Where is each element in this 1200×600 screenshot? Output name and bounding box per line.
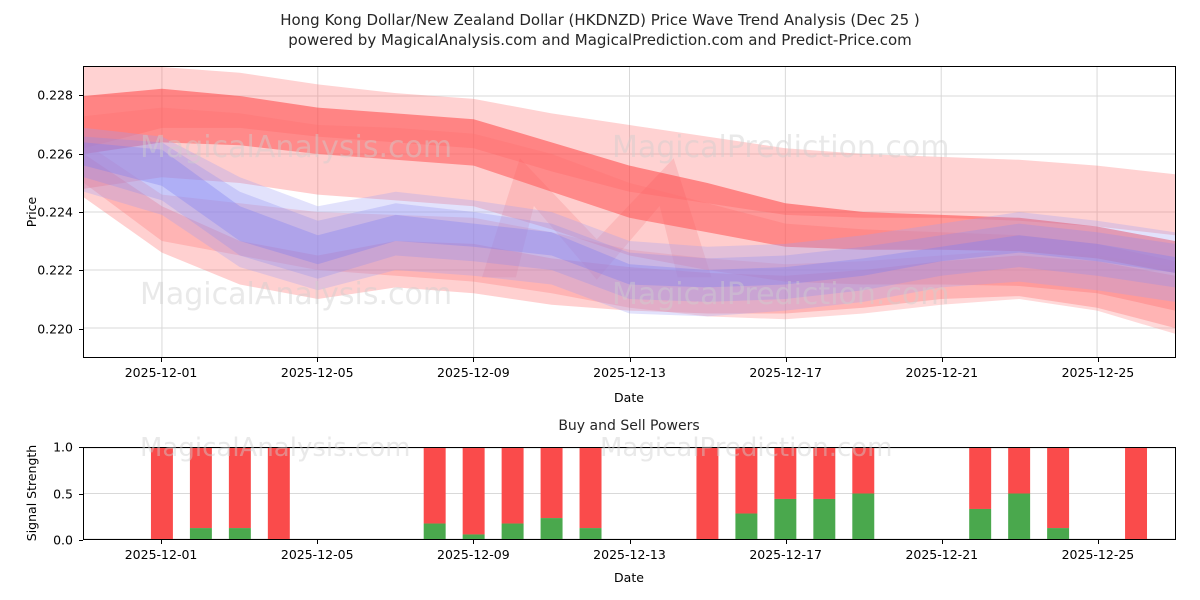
signal-xtick-mark — [161, 540, 163, 544]
signal-xaxis-label: Date — [614, 570, 644, 585]
price-xtick-mark — [1097, 358, 1099, 362]
sell-power-bar — [774, 448, 797, 499]
signal-xtick-mark — [1097, 540, 1099, 544]
price-chart-clip — [84, 67, 1175, 357]
sell-power-bar — [1047, 448, 1070, 529]
signal-chart-plot-area — [83, 447, 1176, 540]
buy-power-bar — [1047, 528, 1070, 539]
page-title: Hong Kong Dollar/New Zealand Dollar (HKD… — [280, 11, 920, 29]
wave-band-red-band-4 — [84, 142, 1175, 334]
buy-power-bar — [501, 523, 524, 539]
buy-power-bar — [462, 534, 485, 539]
sell-power-bar — [462, 448, 485, 535]
signal-ytick-mark — [79, 540, 83, 541]
price-ytick-label: 0.226 — [37, 146, 73, 162]
price-ytick-mark — [79, 153, 83, 155]
sell-power-bar — [813, 448, 836, 499]
signal-xtick-label: 2025-12-05 — [280, 547, 354, 562]
price-xtick-label: 2025-12-17 — [749, 365, 822, 380]
price-xtick-label: 2025-12-25 — [1061, 365, 1135, 380]
sell-power-bar — [579, 448, 602, 529]
buy-sell-bars — [84, 448, 1175, 539]
wave-band-blue-band-1 — [84, 142, 1175, 288]
buy-power-bar — [969, 508, 992, 539]
wave-band-red-band-3 — [84, 107, 1175, 311]
signal-ytick-label: 0.0 — [53, 532, 73, 548]
sell-power-bar — [1008, 448, 1031, 494]
price-xtick-mark — [785, 358, 787, 362]
buy-power-bar — [813, 498, 836, 539]
page-subtitle: powered by MagicalAnalysis.com and Magic… — [288, 31, 912, 49]
price-xtick-mark — [941, 358, 943, 362]
sell-power-bar — [735, 448, 758, 514]
signal-xtick-label: 2025-12-09 — [437, 547, 510, 562]
signal-chart-clip — [84, 448, 1175, 539]
sell-power-bar — [189, 448, 212, 529]
chart-title-block: Hong Kong Dollar/New Zealand Dollar (HKD… — [0, 10, 1200, 50]
price-xtick-label: 2025-12-21 — [905, 365, 979, 380]
price-ytick-mark — [79, 270, 83, 272]
wave-band-blue-band-3 — [84, 127, 1175, 317]
price-ytick-mark — [79, 95, 83, 97]
signal-xtick-label: 2025-12-13 — [593, 547, 666, 562]
sell-power-bar — [540, 448, 563, 519]
price-xtick-label: 2025-12-05 — [280, 365, 354, 380]
price-chart-plot-area — [83, 66, 1176, 358]
price-xtick-mark — [317, 358, 319, 362]
signal-xtick-label: 2025-12-25 — [1061, 547, 1135, 562]
price-yaxis-label: Price — [24, 196, 39, 228]
price-ytick-label: 0.224 — [37, 204, 73, 220]
buy-power-bar — [228, 528, 251, 539]
sell-power-bar — [150, 448, 173, 539]
price-ytick-label: 0.228 — [37, 87, 73, 103]
wave-band-red-band-2 — [84, 88, 1175, 273]
sell-power-bar — [696, 448, 719, 539]
price-ytick-label: 0.220 — [37, 321, 73, 337]
signal-xtick-mark — [785, 540, 787, 544]
price-ytick-mark — [79, 328, 83, 330]
price-xtick-label: 2025-12-13 — [593, 365, 666, 380]
sell-power-bar — [969, 448, 992, 509]
price-wave-bands — [84, 67, 1175, 357]
signal-xtick-label: 2025-12-21 — [905, 547, 979, 562]
signal-xtick-mark — [473, 540, 475, 544]
sell-power-bar — [501, 448, 524, 524]
sell-power-bar — [267, 448, 290, 539]
buy-power-bar — [735, 513, 758, 539]
signal-ytick-mark — [79, 493, 83, 495]
buy-power-bar — [774, 498, 797, 539]
signal-ytick-label: 0.5 — [53, 486, 73, 501]
buy-power-bar — [423, 523, 446, 539]
price-ytick-mark — [79, 212, 83, 213]
price-xtick-label: 2025-12-09 — [437, 365, 510, 380]
sell-power-bar — [1125, 448, 1148, 539]
price-xaxis-label: Date — [614, 390, 644, 405]
price-xtick-mark — [161, 358, 163, 362]
buy-power-bar — [189, 528, 212, 539]
signal-xtick-label: 2025-12-01 — [124, 547, 198, 562]
buy-power-bar — [540, 518, 563, 539]
buy-power-bar — [1008, 493, 1031, 539]
signal-yaxis-label: Signal Strength — [24, 444, 39, 542]
signal-xtick-mark — [317, 540, 319, 544]
wave-band-red-band-5 — [84, 154, 1175, 328]
buy-power-bar — [852, 493, 875, 539]
signal-xtick-mark — [941, 540, 943, 544]
sell-power-bar — [423, 448, 446, 524]
signal-xtick-label: 2025-12-17 — [749, 547, 822, 562]
price-xtick-mark — [629, 358, 631, 362]
signal-xtick-mark — [629, 540, 631, 544]
wave-band-red-band-1 — [84, 67, 1175, 236]
signal-ytick-mark — [79, 447, 83, 448]
price-ytick-label: 0.222 — [37, 262, 73, 278]
sell-power-bar — [852, 448, 875, 494]
price-xtick-mark — [473, 358, 475, 362]
buy-power-bar — [579, 528, 602, 539]
signal-chart-title: Buy and Sell Powers — [558, 418, 700, 434]
signal-ytick-label: 1.0 — [53, 439, 73, 455]
wave-band-blue-band-2 — [84, 136, 1175, 302]
price-xtick-label: 2025-12-01 — [124, 365, 198, 380]
sell-power-bar — [228, 448, 251, 529]
